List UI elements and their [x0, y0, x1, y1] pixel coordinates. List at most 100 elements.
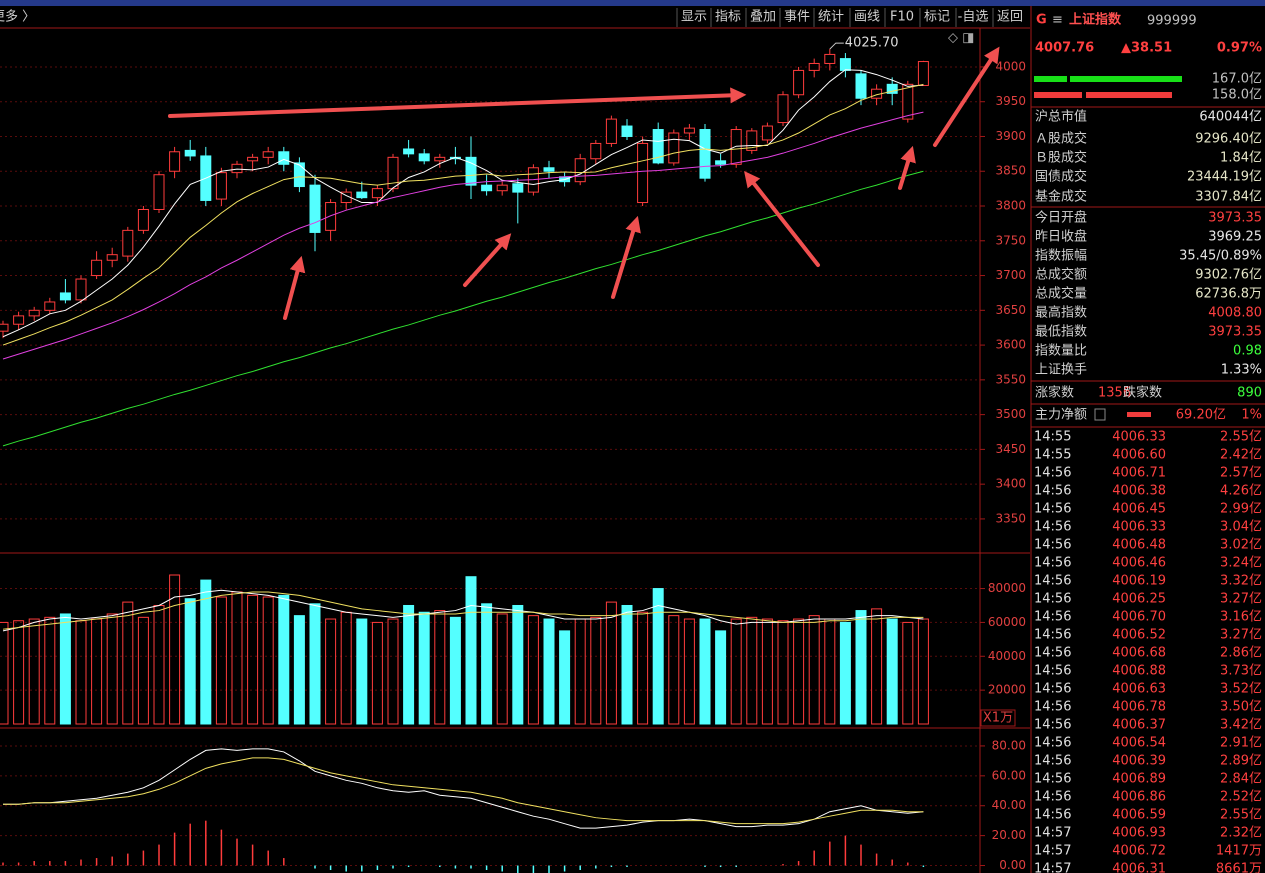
toolbar-button[interactable]: 统计: [818, 10, 844, 25]
breadth-label: 跌家数: [1123, 385, 1162, 401]
sell-volume: 158.0亿: [1212, 88, 1262, 103]
trade-price: 4006.39: [1112, 754, 1166, 769]
volume-bar: [278, 594, 290, 725]
toolbar-button[interactable]: -自选: [958, 10, 989, 25]
toolbar-button[interactable]: 指标: [715, 10, 741, 25]
candle-body: [605, 118, 617, 144]
toolbar-button[interactable]: F10: [890, 10, 914, 25]
volume-bar: [527, 615, 539, 725]
volume-bar: [44, 616, 56, 725]
volume-bar: [559, 630, 571, 725]
candle-body: [247, 156, 259, 162]
y-tick-label: 60000: [988, 615, 1026, 629]
trade-amount: 2.55亿: [1220, 808, 1262, 823]
stat-label: 总成交量: [1035, 286, 1087, 302]
trade-price: 4006.48: [1112, 538, 1166, 553]
volume-bar: [808, 615, 820, 725]
trade-time: 14:56: [1034, 610, 1071, 625]
candle-body: [44, 301, 56, 311]
toolbar-button[interactable]: 标记: [924, 10, 950, 25]
toolbar-button[interactable]: 画线: [854, 10, 880, 25]
trade-amount: 2.89亿: [1220, 754, 1262, 769]
candle-body: [621, 125, 633, 137]
volume-bar: [0, 621, 9, 725]
stat-value: 4008.80: [1208, 306, 1262, 321]
volume-bar: [871, 608, 883, 725]
trade-price: 4006.54: [1112, 736, 1166, 751]
trade-time: 14:56: [1034, 664, 1071, 679]
toolbar-button[interactable]: 返回: [997, 10, 1023, 25]
decliners: 890: [1237, 386, 1262, 401]
trade-price: 4006.25: [1112, 592, 1166, 607]
candle-body: [886, 83, 898, 94]
trade-price: 4006.52: [1112, 628, 1166, 643]
trade-price: 4006.38: [1112, 484, 1166, 499]
sell-bar: [1086, 92, 1172, 98]
candle-body: [215, 172, 227, 200]
trade-price: 4006.86: [1112, 790, 1166, 805]
trade-price: 4006.78: [1112, 700, 1166, 715]
stat-label: 国债成交: [1035, 169, 1087, 185]
trade-time: 14:56: [1034, 484, 1071, 499]
volume-bar: [917, 618, 929, 725]
stat-label: 今日开盘: [1035, 210, 1087, 226]
trade-price: 4006.89: [1112, 772, 1166, 787]
trade-amount: 2.57亿: [1220, 466, 1262, 481]
y-tick-label: 3400: [995, 477, 1026, 491]
volume-bar: [481, 603, 493, 725]
trade-amount: 4.26亿: [1220, 484, 1262, 499]
change-percent: 0.97%: [1217, 41, 1262, 56]
indicator-line: [3, 748, 924, 829]
trade-time: 14:56: [1034, 790, 1071, 805]
toolbar-button[interactable]: 叠加: [750, 10, 776, 25]
toolbar-button[interactable]: 显示: [681, 10, 707, 25]
candle-body: [0, 323, 9, 332]
breadth-label: 涨家数: [1035, 385, 1074, 401]
arrow: [744, 170, 820, 267]
volume-bar: [839, 621, 851, 725]
volume-bar: [730, 618, 742, 725]
flow-percent: 1%: [1241, 408, 1262, 423]
y-tick-label: 3350: [995, 511, 1026, 525]
stat-value: 3307.84亿: [1195, 190, 1262, 205]
toolbar-button[interactable]: 更多 〉: [0, 9, 35, 25]
menu-icon[interactable]: ≡: [1052, 13, 1063, 28]
volume-bar: [59, 613, 71, 725]
volume-bar: [902, 621, 914, 725]
volume-bar: [356, 618, 368, 725]
volume-bar: [777, 620, 789, 725]
trade-price: 4006.31: [1112, 862, 1166, 873]
flow-icon[interactable]: [1094, 408, 1106, 421]
trade-price: 4006.33: [1112, 430, 1166, 445]
candle-body: [855, 73, 867, 99]
trade-amount: 3.27亿: [1220, 592, 1262, 607]
volume-bar: [793, 618, 805, 725]
trade-price: 4006.45: [1112, 502, 1166, 517]
stat-value: 62736.8万: [1195, 287, 1262, 302]
candle-body: [122, 229, 134, 257]
trade-amount: 2.99亿: [1220, 502, 1262, 517]
y-tick-label: 80.00: [992, 738, 1026, 752]
candle-body: [543, 167, 555, 172]
candle-body: [465, 156, 477, 186]
candle-body: [715, 160, 727, 165]
y-tick-label: 3500: [995, 407, 1026, 421]
icon[interactable]: ◇ ◨: [948, 31, 974, 46]
candle-body: [761, 125, 773, 141]
trade-amount: 2.55亿: [1220, 430, 1262, 445]
candle-body: [371, 188, 383, 199]
volume-bar: [371, 621, 383, 725]
stat-value: 1.33%: [1221, 363, 1262, 378]
trade-time: 14:56: [1034, 772, 1071, 787]
candle-body: [28, 309, 40, 317]
trade-price: 4006.37: [1112, 718, 1166, 733]
trade-time: 14:56: [1034, 502, 1071, 517]
stat-value: 9296.40亿: [1195, 132, 1262, 147]
flow-value: 69.20亿: [1176, 408, 1226, 423]
trade-price: 4006.68: [1112, 646, 1166, 661]
candle-body: [512, 183, 524, 193]
title-strip: [0, 0, 1265, 6]
toolbar-button[interactable]: 事件: [784, 10, 810, 25]
indicator-line: [2, 111, 924, 360]
